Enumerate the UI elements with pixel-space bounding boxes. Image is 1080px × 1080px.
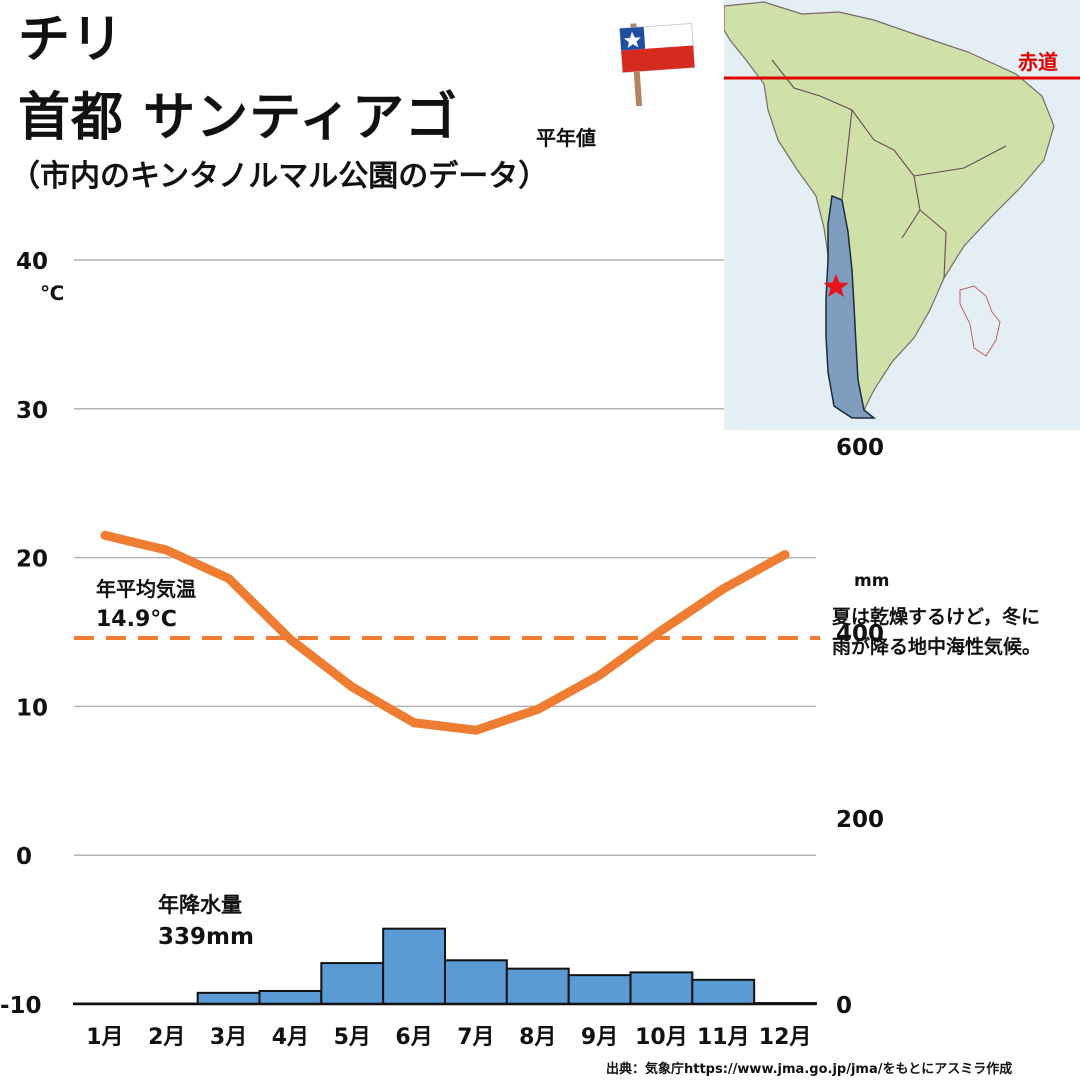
source-credit: 出典：気象庁https://www.jma.go.jp/jma/をもとにアスミラ… <box>606 1062 1013 1077</box>
month-label: 3月 <box>210 1025 247 1050</box>
month-label: 5月 <box>334 1025 371 1050</box>
mean-temp-value: 14.9℃ <box>96 607 177 632</box>
precipitation-bar <box>196 991 261 1006</box>
capital-star-icon <box>823 274 849 297</box>
month-label: 6月 <box>395 1025 432 1050</box>
left-tick-label: 20 <box>16 547 48 573</box>
right-tick-label: 0 <box>836 993 852 1019</box>
climate-note-line-2: 雨が降る地中海性気候。 <box>832 636 1042 658</box>
temperature-line <box>100 530 790 735</box>
country-title: チリ <box>18 10 125 70</box>
precipitation-bar <box>382 927 446 1005</box>
left-tick-label: 30 <box>16 398 48 424</box>
country-borders <box>771 59 1007 279</box>
precipitation-bar <box>258 989 323 1005</box>
month-label: 1月 <box>86 1025 123 1050</box>
right-tick-label: 200 <box>836 807 884 833</box>
flag-star-icon <box>623 31 641 49</box>
south-america-map: 赤道 <box>724 0 1080 430</box>
chile-flag-icon <box>619 22 696 106</box>
precip-total-label: 年降水量 <box>158 893 242 917</box>
capital-title: 首都 サンティアゴ <box>18 88 458 148</box>
right-tick-label: 400 <box>836 621 884 647</box>
month-label: 9月 <box>581 1025 618 1050</box>
precipitation-bar <box>505 967 570 1005</box>
left-tick-label: -10 <box>0 993 42 1019</box>
flag-red-band <box>621 45 695 73</box>
month-label: 4月 <box>272 1025 309 1050</box>
left-tick-label: 0 <box>16 844 32 870</box>
islands-outline <box>959 285 1001 357</box>
month-label: 8月 <box>519 1025 556 1050</box>
left-tick-label: 40 <box>16 249 48 275</box>
precip-total-value: 339mm <box>158 924 254 950</box>
month-label: 11月 <box>697 1025 750 1050</box>
right-axis-unit: mm <box>854 571 889 591</box>
climate-note: 夏は乾燥するけど，冬に 雨が降る地中海性気候。 <box>832 602 1041 662</box>
month-label: 7月 <box>457 1025 494 1050</box>
precipitation-bar <box>320 962 385 1006</box>
left-axis-unit: ℃ <box>40 281 64 305</box>
precipitation-bar <box>691 978 756 1006</box>
month-label: 10月 <box>635 1025 688 1050</box>
left-tick-label: 10 <box>16 695 48 721</box>
month-label: 2月 <box>148 1025 185 1050</box>
precipitation-bar <box>444 959 508 1005</box>
continent-land <box>724 1 1055 415</box>
mean-temp-label: 年平均気温 <box>96 577 196 601</box>
precipitation-bar <box>567 974 632 1005</box>
month-label: 12月 <box>759 1025 812 1050</box>
station-note: （市内のキンタノルマル公園のデータ） <box>10 159 549 194</box>
right-tick-label: 600 <box>836 435 884 461</box>
precipitation-bar <box>629 971 694 1006</box>
normal-value-tag: 平年値 <box>536 126 596 150</box>
climate-note-line-1: 夏は乾燥するけど，冬に <box>832 606 1041 628</box>
equator-label: 赤道 <box>1018 50 1058 74</box>
